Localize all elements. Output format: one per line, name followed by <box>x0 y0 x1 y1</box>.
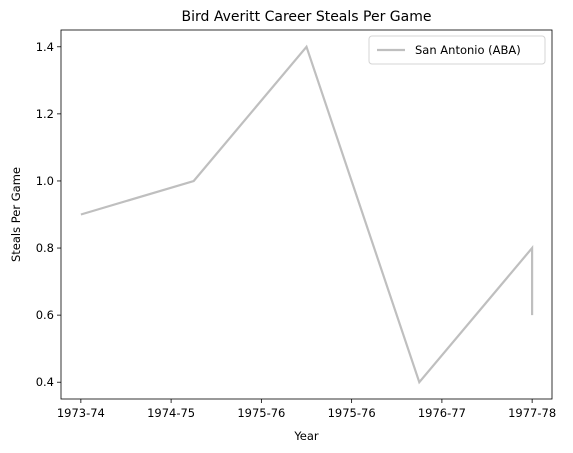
x-tick-label: 1974-75 <box>147 406 195 420</box>
x-tick-label: 1977-78 <box>508 406 556 420</box>
chart-title: Bird Averitt Career Steals Per Game <box>182 9 432 25</box>
x-tick-label: 1975-76 <box>237 406 285 420</box>
series-line <box>80 44 534 385</box>
y-tick-label: 1.0 <box>36 174 54 188</box>
y-tick-label: 0.6 <box>36 308 54 322</box>
y-axis-label: Steals Per Game <box>9 167 23 262</box>
x-tick-label: 1973-74 <box>57 406 105 420</box>
y-axis-ticks: 0.4 0.6 0.8 1.0 1.2 1.4 <box>36 40 61 389</box>
x-tick-label: 1975-76 <box>328 406 376 420</box>
y-tick-label: 0.4 <box>36 375 54 389</box>
x-axis-label: Year <box>293 429 319 443</box>
y-tick-label: 0.8 <box>36 241 54 255</box>
legend: San Antonio (ABA) <box>368 35 546 65</box>
y-tick-label: 1.2 <box>36 107 54 121</box>
legend-label: San Antonio (ABA) <box>415 43 521 57</box>
x-axis-ticks: 1973-74 1974-75 1975-76 1975-76 1976-77 1977-… <box>57 399 556 420</box>
y-tick-label: 1.4 <box>36 40 54 54</box>
x-tick-label: 1976-77 <box>418 406 466 420</box>
plot-frame <box>60 29 553 400</box>
legend-box <box>368 35 546 65</box>
plot-area <box>80 44 534 385</box>
